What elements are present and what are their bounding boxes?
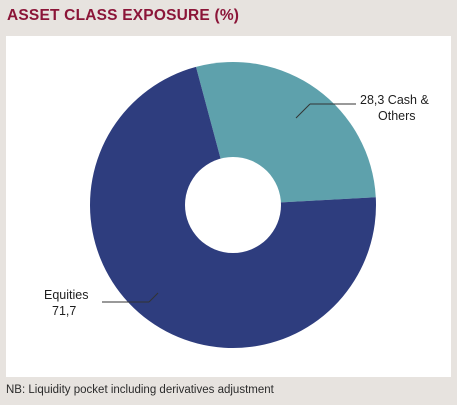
leader-line-cash xyxy=(295,103,311,119)
slice-label-equities-name: Equities xyxy=(44,288,88,302)
slice-label-cash-value-name: 28,3 Cash & xyxy=(360,93,429,107)
chart-panel: 28,3 Cash & Others Equities 71,7 xyxy=(6,36,451,377)
chart-title: ASSET CLASS EXPOSURE (%) xyxy=(7,7,240,24)
donut-hole xyxy=(185,157,281,253)
donut-chart: 28,3 Cash & Others Equities 71,7 xyxy=(44,62,429,348)
footnote: NB: Liquidity pocket including derivativ… xyxy=(6,384,274,396)
slice-label-equities-value: 71,7 xyxy=(52,304,76,318)
leader-line-equities xyxy=(148,292,159,303)
slice-label-cash-name-cont: Others xyxy=(378,109,416,123)
